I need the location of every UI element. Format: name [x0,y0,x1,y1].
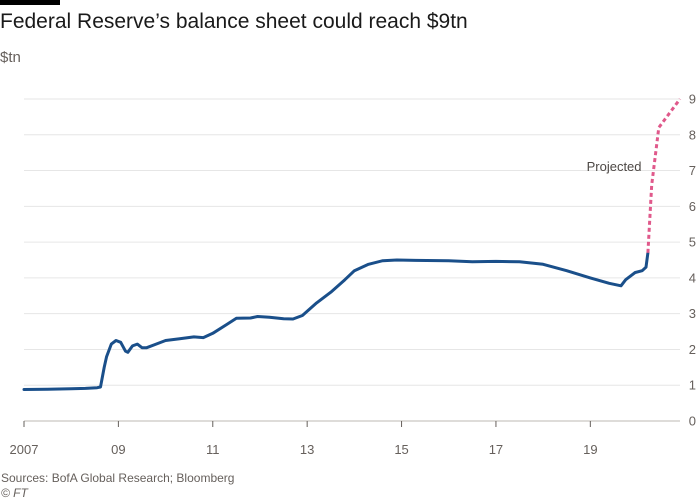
x-tick-label-11: 11 [206,442,220,457]
y-tick-label-9: 9 [689,92,696,107]
x-tick-label-13: 13 [300,442,314,457]
y-tick-label-6: 6 [689,199,696,214]
series-lines [22,98,682,391]
gridlines [24,98,680,422]
y-tick-label-5: 5 [689,235,696,250]
y-tick-label-7: 7 [689,163,696,178]
projected-series-line [646,98,682,253]
source-note: Sources: BofA Global Research; Bloomberg [1,471,235,485]
y-tick-label-8: 8 [689,127,696,142]
axes: 0 1 2 3 4 5 6 7 8 9 2007 09 11 13 15 17 19 [10,92,696,458]
y-axis-unit-label: $tn [0,49,21,66]
x-tick-label-17: 17 [489,442,503,457]
brand-accent-bar [0,0,60,5]
y-tick-label-1: 1 [689,378,696,393]
actual-series-line [22,251,650,391]
x-tick-label-19: 19 [583,442,597,457]
y-tick-label-4: 4 [689,270,696,285]
chart-title: Federal Reserve’s balance sheet could re… [0,10,468,33]
copyright-note: © FT [1,486,28,500]
y-tick-label-3: 3 [689,306,696,321]
projected-annotation: Projected [587,159,642,174]
y-tick-label-2: 2 [689,342,696,357]
annotations: Projected [587,159,642,174]
x-tick-label-09: 09 [111,442,125,457]
x-tick-label-15: 15 [394,442,408,457]
y-tick-label-0: 0 [689,414,696,429]
x-tick-label-2007: 2007 [10,442,39,457]
